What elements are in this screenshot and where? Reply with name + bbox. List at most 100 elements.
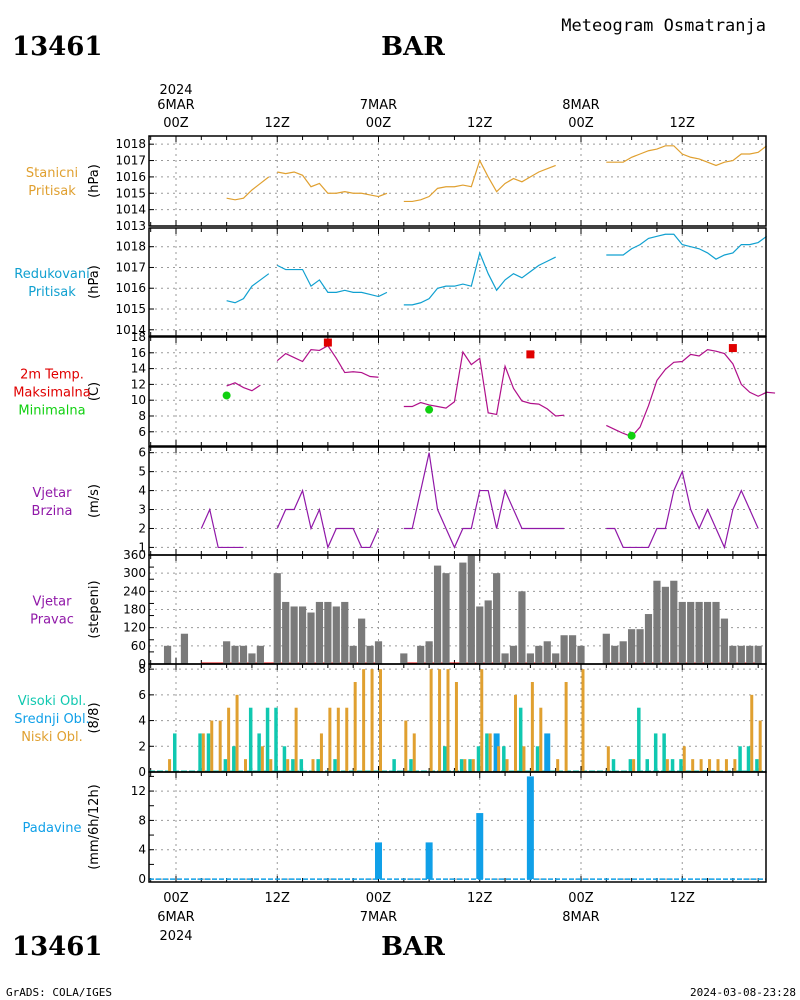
cloud-bar-low xyxy=(218,720,222,772)
time-tick-label-bottom: 12Z xyxy=(467,891,493,906)
precip-bar xyxy=(476,813,484,880)
series-line xyxy=(226,382,261,392)
y-tick-label: 16 xyxy=(131,346,146,360)
panel-station_pressure xyxy=(148,135,767,227)
time-tick-label-top: 12Z xyxy=(265,116,291,131)
cloud-bar-high xyxy=(443,746,447,772)
axis-unit-label: (hPa) xyxy=(87,265,102,299)
plot-area: 00Z 00Z 6MAR 6MAR 12Z 12Z 00Z 00Z 7MAR 7MAR 12Z 12Z… xyxy=(13,98,776,925)
cloud-bar-low xyxy=(691,759,695,772)
cloud-bar-low xyxy=(446,669,450,772)
cloud-bar-high xyxy=(282,746,287,772)
cloud-bar-low xyxy=(269,759,273,772)
cloud-bar-low xyxy=(556,759,560,772)
cloud-bar-high xyxy=(746,746,751,772)
panel-label: Srednji Obl. xyxy=(14,712,89,727)
wind-direction-bar xyxy=(670,580,678,664)
tmin-marker xyxy=(627,431,636,440)
wind-direction-bar xyxy=(366,645,374,664)
cloud-bar-low xyxy=(168,759,172,772)
cloud-bar-low xyxy=(699,759,703,772)
cloud-bar-low xyxy=(606,746,610,772)
panel-label: 2m Temp. xyxy=(20,368,84,383)
cloud-bar-high xyxy=(299,759,304,772)
cloud-bar-low xyxy=(286,759,290,772)
date-label-bottom: 7MAR xyxy=(360,910,397,925)
station-name-bottom: BAR xyxy=(381,932,445,962)
y-tick-label: 12 xyxy=(131,377,146,391)
cloud-bar-low xyxy=(345,707,349,772)
wind-direction-bar xyxy=(290,606,298,664)
time-tick-label-bottom: 00Z xyxy=(163,891,189,906)
cloud-bar-high xyxy=(316,759,320,772)
y-tick-label: 5 xyxy=(138,465,146,479)
y-tick-label: 1014 xyxy=(115,323,146,337)
cloud-bar-mid xyxy=(493,733,500,772)
tmax-marker xyxy=(526,350,535,359)
y-tick-label: 4 xyxy=(138,843,146,857)
series-line xyxy=(606,469,759,550)
panel-label: Vjetar xyxy=(33,595,73,610)
timestamp-text: 2024-03-08-23:28 xyxy=(690,986,796,999)
panel-label: Brzina xyxy=(32,504,73,519)
cloud-bar-high xyxy=(257,733,261,772)
y-tick-label: 0 xyxy=(138,765,146,779)
cloud-bar-low xyxy=(488,733,492,772)
axis-unit-label: (C) xyxy=(87,382,102,401)
cloud-bar-high xyxy=(485,733,489,772)
time-tick-label-top: 00Z xyxy=(163,116,189,131)
y-tick-label: 1015 xyxy=(115,186,146,200)
panel-label: Vjetar xyxy=(33,486,73,501)
cloud-bar-low xyxy=(210,720,214,772)
cloud-bar-high xyxy=(662,733,666,772)
cloud-bar-low xyxy=(244,759,247,772)
cloud-bar-high xyxy=(409,759,413,772)
cloud-bar-high xyxy=(333,759,337,772)
series-line xyxy=(200,507,244,549)
cloud-bar-low xyxy=(454,682,458,772)
time-tick-label-bottom: 00Z xyxy=(568,891,594,906)
cloud-bar-low xyxy=(632,759,636,772)
precip-bar xyxy=(425,842,433,880)
wind-direction-bar xyxy=(374,641,383,664)
cloud-bar-low xyxy=(463,759,467,772)
wind-direction-bar xyxy=(661,586,669,664)
series-line xyxy=(403,452,565,549)
precip-bar xyxy=(375,842,382,880)
cloud-bar-low xyxy=(665,759,669,772)
y-tick-label: 1 xyxy=(138,540,146,554)
time-tick-label-top: 00Z xyxy=(366,116,392,131)
wind-direction-bar xyxy=(231,645,239,664)
credit-text: GrADS: COLA/IGES xyxy=(6,986,112,999)
y-tick-label: 4 xyxy=(138,714,146,728)
cloud-bar-high xyxy=(173,733,177,772)
cloud-bar-low xyxy=(564,682,568,772)
series-line xyxy=(276,344,379,378)
wind-direction-bar xyxy=(720,618,729,664)
wind-direction-bar xyxy=(298,606,307,664)
time-tick-label-bottom: 12Z xyxy=(265,891,291,906)
cloud-bar-high xyxy=(518,707,523,772)
panel-frame xyxy=(148,135,767,227)
y-tick-label: 18 xyxy=(131,330,146,344)
station-name-top: BAR xyxy=(381,32,445,62)
cloud-bar-low xyxy=(336,707,340,772)
axis-unit-label: (hPa) xyxy=(87,164,102,198)
y-tick-label: 6 xyxy=(138,446,146,460)
cloud-bar-low xyxy=(235,694,239,772)
wind-direction-bar xyxy=(307,612,315,664)
cloud-bar-low xyxy=(379,669,382,772)
wind-direction-bar xyxy=(433,565,442,664)
panel-label: Pravac xyxy=(30,613,74,628)
wind-direction-bar xyxy=(417,645,425,664)
cloud-bar-high xyxy=(645,759,649,772)
wind-direction-bar xyxy=(602,633,610,664)
y-tick-label: 300 xyxy=(123,566,146,580)
cloud-bar-high xyxy=(274,707,278,772)
cloud-bar-low xyxy=(438,669,442,772)
wind-direction-bar xyxy=(653,580,661,664)
wind-direction-bar xyxy=(687,601,695,664)
wind-direction-bar xyxy=(425,641,433,664)
panel-label: Redukovani xyxy=(14,267,89,282)
wind-direction-bar xyxy=(459,562,467,664)
